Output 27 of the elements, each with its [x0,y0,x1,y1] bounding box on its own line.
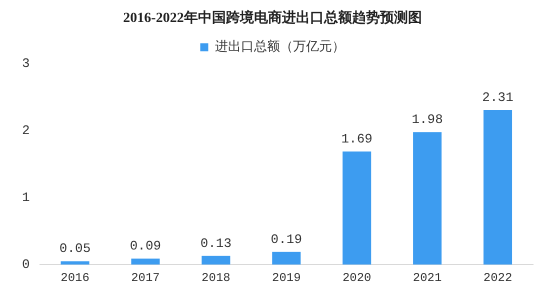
data-label: 2.31 [482,90,514,105]
x-tick-label: 2019 [272,270,301,285]
bar [413,132,442,265]
y-tick-label: 0 [22,257,30,272]
data-label: 1.98 [412,112,443,128]
x-tick-label: 2022 [483,270,512,285]
bar [202,256,230,265]
y-tick-label: 1 [22,190,30,206]
data-label: 0.09 [130,238,162,254]
bar [272,252,301,265]
x-tick-label: 2016 [60,270,90,285]
bar [484,110,512,265]
chart-title: 2016-2022年中国跨境电商进出口总额趋势预测图 [123,9,422,26]
data-label: 0.19 [270,232,302,247]
y-tick-label: 3 [22,56,30,72]
data-label: 0.13 [200,236,232,251]
x-tick-label: 2021 [412,270,442,285]
data-label: 1.69 [341,131,372,146]
legend-label: 进出口总额（万亿元） [214,38,345,54]
x-tick-label: 2020 [342,270,372,285]
bar [342,151,372,265]
bar [131,258,160,265]
y-tick-label: 2 [22,123,30,138]
bar [60,261,90,265]
data-label: 0.05 [59,241,91,256]
x-tick-label: 2017 [131,270,160,285]
x-tick-label: 2018 [202,270,230,285]
